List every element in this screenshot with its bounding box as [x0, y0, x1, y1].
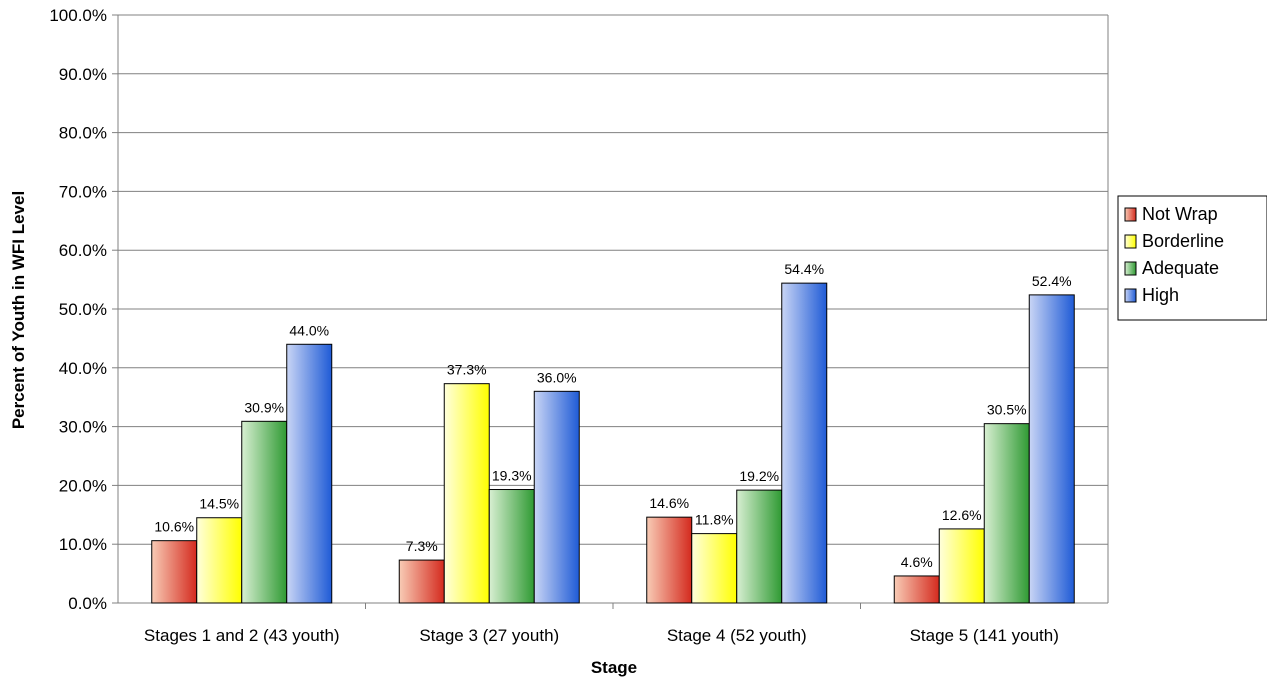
data-label: 30.9% — [244, 399, 284, 415]
y-tick-label: 50.0% — [59, 300, 107, 319]
data-label: 52.4% — [1032, 273, 1072, 289]
data-label: 11.8% — [695, 512, 734, 528]
data-label: 7.3% — [406, 538, 438, 554]
bar — [691, 533, 738, 604]
y-tick-label: 0.0% — [68, 594, 107, 613]
data-label: 37.3% — [447, 362, 487, 378]
bar — [781, 282, 828, 604]
y-axis-title: Percent of Youth in WFI Level — [9, 191, 28, 429]
data-label: 14.6% — [649, 495, 689, 511]
y-tick-label: 100.0% — [49, 6, 107, 25]
legend-swatch — [1124, 288, 1137, 303]
bar — [1028, 294, 1075, 604]
bar — [398, 559, 445, 604]
axes: 0.0% 10.0% 20.0% 30.0% 40.0% 50.0% 60.0% 70.0% 8… — [49, 6, 1109, 645]
legend-swatch — [1124, 207, 1137, 222]
legend-label: High — [1142, 285, 1179, 305]
legend-swatch — [1124, 261, 1137, 276]
y-tick-label: 90.0% — [59, 65, 107, 84]
data-label: 36.0% — [537, 369, 577, 385]
bar — [736, 489, 783, 604]
bars — [151, 282, 1075, 604]
bar — [938, 528, 985, 604]
legend-label: Not Wrap — [1142, 204, 1218, 224]
legend-label: Borderline — [1142, 231, 1224, 251]
data-label: 54.4% — [784, 261, 824, 277]
data-label: 19.3% — [492, 468, 532, 484]
x-tick-label: Stage 4 (52 youth) — [667, 626, 807, 645]
legend-label: Adequate — [1142, 258, 1219, 278]
bar — [443, 383, 490, 604]
x-tick-label: Stage 3 (27 youth) — [419, 626, 559, 645]
x-axis-title: Stage — [591, 658, 637, 677]
bar — [241, 420, 288, 604]
bar — [151, 540, 198, 604]
data-label: 19.2% — [739, 468, 779, 484]
y-tick-label: 70.0% — [59, 182, 107, 201]
data-label: 30.5% — [987, 402, 1027, 418]
bar — [893, 575, 940, 604]
data-labels: 10.6% 14.5% 30.9% 44.0% 7.3% 37.3% 19.3% 36.0% 1… — [154, 261, 1071, 570]
legend: Not Wrap Borderline Adequate High — [1117, 195, 1267, 321]
legend-swatch — [1124, 234, 1137, 249]
bar — [533, 390, 580, 604]
x-tick-label: Stage 5 (141 youth) — [910, 626, 1059, 645]
data-label: 4.6% — [901, 554, 933, 570]
data-label: 10.6% — [154, 519, 194, 535]
y-tick-label: 30.0% — [59, 418, 107, 437]
y-tick-label: 40.0% — [59, 359, 107, 378]
data-label: 12.6% — [942, 507, 982, 523]
data-label: 44.0% — [289, 322, 329, 338]
bar — [983, 423, 1030, 604]
y-tick-label: 80.0% — [59, 124, 107, 143]
y-tick-label: 60.0% — [59, 241, 107, 260]
x-tick-label: Stages 1 and 2 (43 youth) — [144, 626, 340, 645]
y-tick-label: 20.0% — [59, 476, 107, 495]
bar — [286, 343, 333, 604]
bar — [488, 489, 535, 604]
bar — [646, 516, 693, 604]
bar — [196, 517, 243, 604]
data-label: 14.5% — [199, 496, 239, 512]
legend-box — [1117, 195, 1267, 321]
y-tick-label: 10.0% — [59, 535, 107, 554]
